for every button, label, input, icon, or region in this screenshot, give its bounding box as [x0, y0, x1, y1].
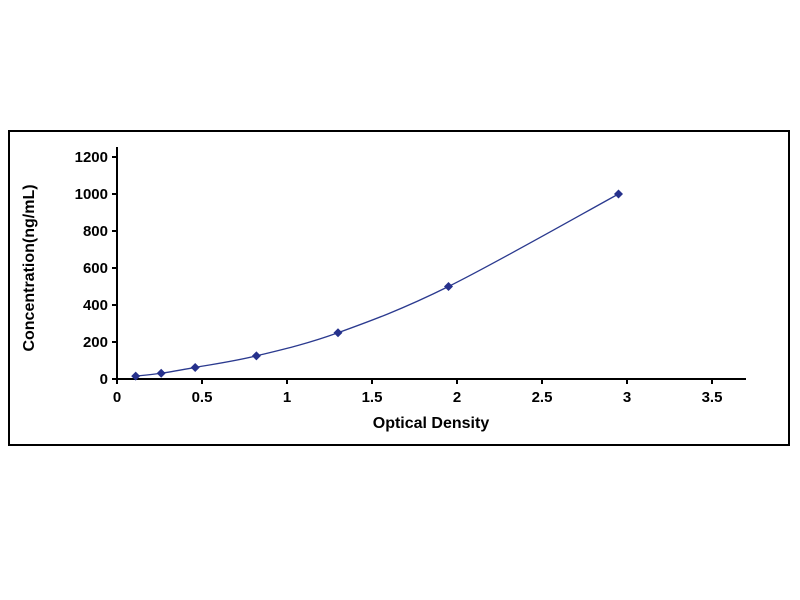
data-point-diamond [614, 189, 623, 199]
x-tick-label: 2 [453, 389, 461, 406]
y-axis-title: Concentration(ng/mL) [21, 184, 38, 351]
x-tick-label: 1 [283, 389, 291, 406]
axes [116, 147, 746, 380]
tick-marks [112, 156, 713, 384]
data-point-diamond [190, 362, 200, 372]
data-point-diamond [444, 282, 453, 291]
x-tick-label: 0.5 [192, 389, 213, 406]
data-point-markers [131, 189, 623, 381]
y-tick-label: 0 [100, 371, 108, 388]
x-tick-label: 3.5 [702, 389, 723, 406]
x-tick-label: 3 [623, 389, 631, 406]
data-point-diamond [131, 371, 141, 381]
x-tick-label: 2.5 [532, 389, 553, 406]
chart-frame: Concentration(ng/mL) Optical Density 0 0.… [8, 130, 790, 446]
y-tick-label: 200 [83, 334, 108, 351]
data-series [131, 189, 623, 381]
data-point-diamond [333, 328, 343, 338]
y-tick-label: 1000 [75, 186, 108, 203]
standard-curve-chart: Concentration(ng/mL) Optical Density 0 0.… [21, 147, 746, 432]
x-tick-label: 0 [113, 389, 121, 406]
x-tick-label: 1.5 [362, 389, 383, 406]
data-point-diamond [156, 368, 166, 378]
y-tick-label: 800 [83, 223, 108, 240]
y-tick-label: 400 [83, 297, 108, 314]
x-axis-title: Optical Density [373, 415, 490, 432]
x-axis-tick-labels: 0 0.5 1 1.5 2 2.5 3 3.5 [113, 389, 723, 406]
y-tick-label: 600 [83, 260, 108, 277]
data-point-diamond [251, 351, 261, 361]
y-tick-label: 1200 [75, 149, 108, 166]
curve-line [135, 193, 619, 377]
y-axis-tick-labels: 0 200 400 600 800 1000 1200 [75, 149, 108, 388]
